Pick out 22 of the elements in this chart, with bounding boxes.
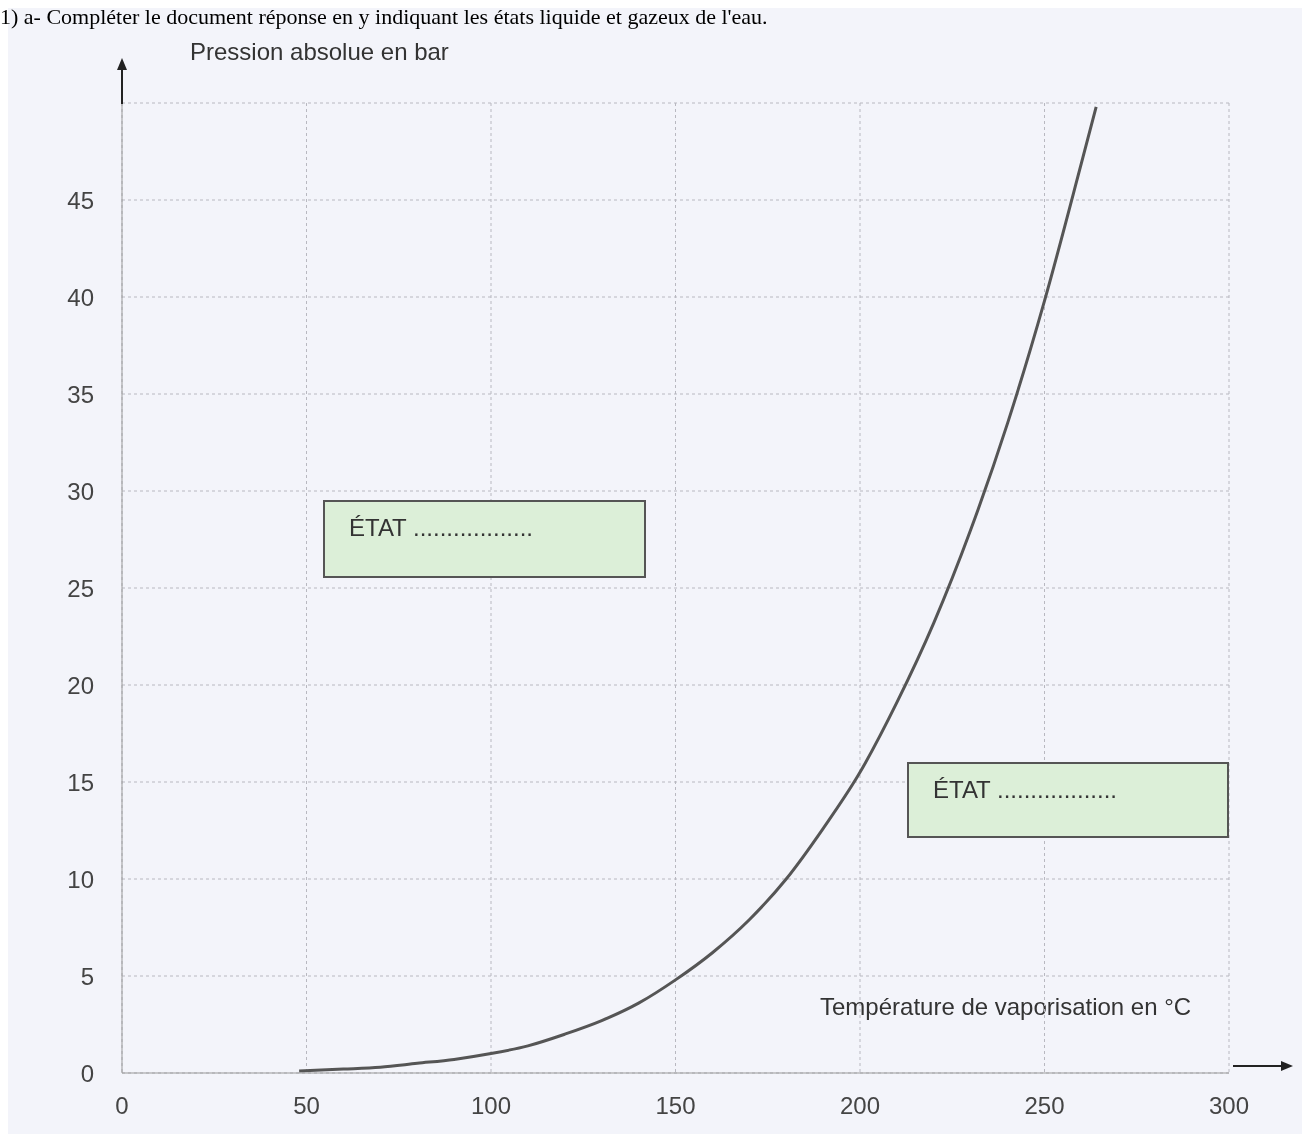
x-tick-label: 0 xyxy=(115,1092,129,1120)
x-tick-label: 200 xyxy=(839,1092,881,1120)
y-axis-title: Pression absolue en bar xyxy=(190,38,449,66)
answer-field: ÉTAT .................. xyxy=(907,762,1229,838)
x-tick-label: 250 xyxy=(1024,1092,1065,1120)
y-tick-label: 0 xyxy=(80,1059,94,1087)
y-tick-label: 20 xyxy=(67,671,94,699)
y-tick-label: 45 xyxy=(67,186,94,214)
x-tick-label: 50 xyxy=(293,1092,320,1120)
y-tick-label: 15 xyxy=(67,768,94,796)
x-axis-title: Température de vaporisation en °C xyxy=(820,993,1192,1021)
chart-title: 1) a- Compléter le document réponse en y indiquant les états liquide et gazeux de l'eau. xyxy=(0,4,768,30)
y-tick-label: 5 xyxy=(80,962,94,990)
y-tick-label: 30 xyxy=(67,477,94,505)
x-tick-label: 150 xyxy=(655,1092,696,1120)
y-tick-label: 35 xyxy=(67,380,94,408)
x-tick-label: 100 xyxy=(470,1092,512,1120)
answer-field: ÉTAT .................. xyxy=(323,500,646,578)
x-tick-label: 300 xyxy=(1208,1092,1250,1120)
y-tick-label: 25 xyxy=(67,574,94,602)
y-tick-label: 10 xyxy=(67,865,94,893)
y-tick-label: 40 xyxy=(67,283,94,311)
